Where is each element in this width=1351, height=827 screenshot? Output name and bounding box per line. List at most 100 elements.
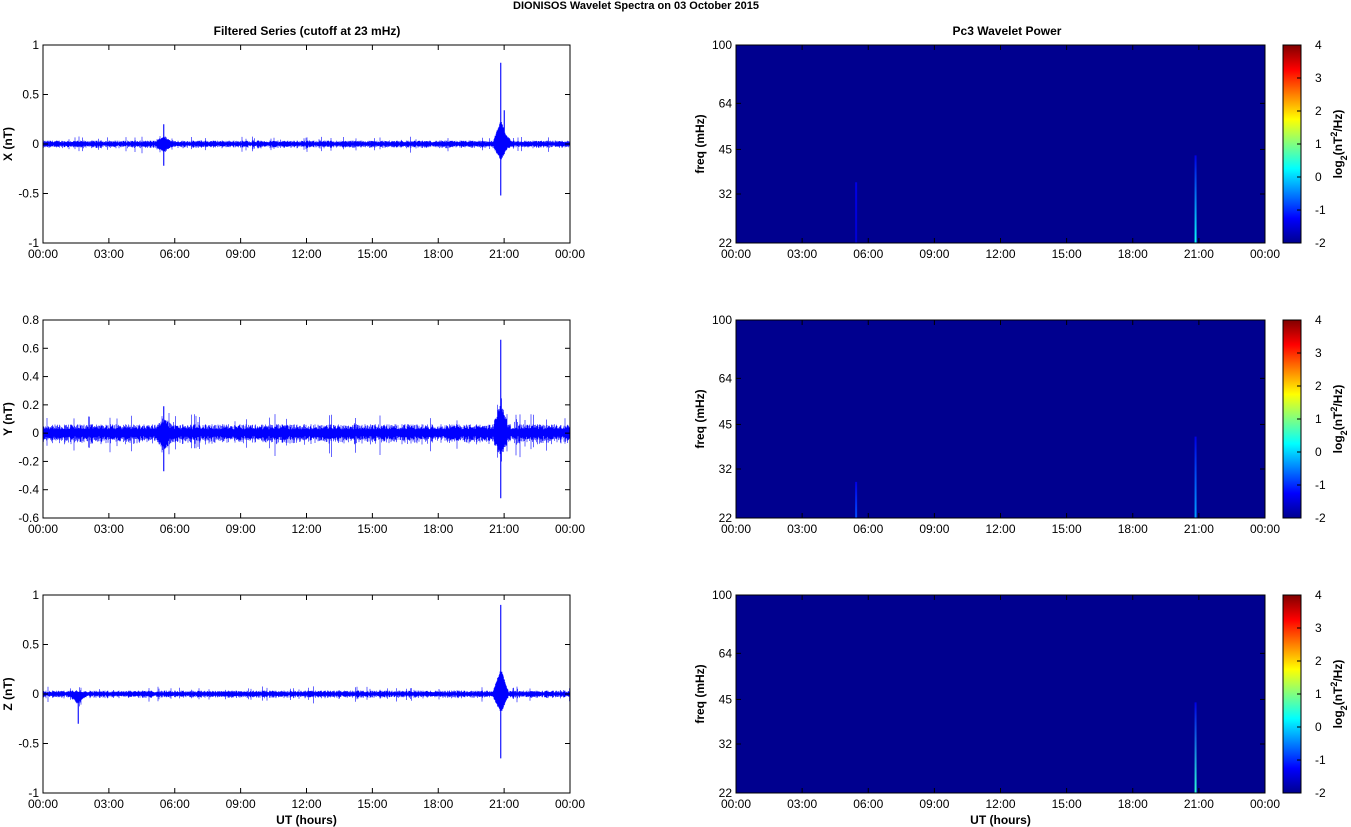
colorbar-tick-label: -2 [1315, 511, 1326, 525]
power-feature [1194, 155, 1197, 243]
x-tick-label: 03:00 [787, 797, 817, 811]
x-tick-label: 18:00 [1118, 797, 1148, 811]
x-tick-label: 21:00 [489, 247, 519, 261]
y-tick-label: 64 [719, 646, 733, 660]
x-tick-label: 21:00 [1184, 247, 1214, 261]
x-tick-label: 15:00 [357, 797, 387, 811]
colorbar-tick-label: 4 [1315, 313, 1322, 327]
x-tick-label: 00:00 [28, 247, 58, 261]
y-tick-label: 0.2 [22, 398, 39, 412]
x-tick-label: 18:00 [1118, 522, 1148, 536]
x-tick-label: 15:00 [1052, 797, 1082, 811]
colorbar-label-part: log [1331, 710, 1345, 728]
colorbar-tick-label: 0 [1315, 170, 1322, 184]
x-tick-label: 18:00 [423, 797, 453, 811]
y-tick-label: 22 [719, 786, 733, 800]
y-tick-label: 100 [712, 313, 732, 327]
x-tick-label: 18:00 [1118, 247, 1148, 261]
colorbar-tick-label: 0 [1315, 720, 1322, 734]
x-tick-label: 00:00 [1250, 522, 1280, 536]
y-tick-label: -0.2 [18, 454, 39, 468]
figure-title: DIONISOS Wavelet Spectra on 03 October 2… [513, 0, 759, 12]
x-tick-label: 09:00 [919, 522, 949, 536]
y-tick-label: -1 [28, 786, 39, 800]
colorbar-label-part: /Hz) [1331, 660, 1345, 682]
y-tick-label: 32 [719, 187, 733, 201]
x-tick-label: 21:00 [1184, 522, 1214, 536]
colorbar-tick-label: 1 [1315, 412, 1322, 426]
colorbar-tick-label: 2 [1315, 654, 1322, 668]
x-tick-label: 09:00 [919, 797, 949, 811]
x-tick-label: 15:00 [357, 247, 387, 261]
y-tick-label: 0.6 [22, 341, 39, 355]
colorbar-tick-label: 3 [1315, 71, 1322, 85]
y-tick-label: -0.4 [18, 483, 39, 497]
x-tick-label: 12:00 [985, 247, 1015, 261]
y-tick-label: 64 [719, 96, 733, 110]
x-tick-label: 06:00 [853, 797, 883, 811]
y-tick-label: 0.5 [22, 88, 39, 102]
x-tick-label: 03:00 [94, 247, 124, 261]
trace-panel-x: -1 -0.5 0 0.5 1 00:00 03:00 06:00 09:00 12:00 15:0… [1, 38, 585, 261]
y-tick-label: 22 [719, 511, 733, 525]
x-tick-label: 00:00 [28, 522, 58, 536]
colorbar-label: log2(nT2/Hz) [1329, 660, 1349, 729]
x-tick-label: 12:00 [985, 522, 1015, 536]
x-tick-label: 03:00 [787, 247, 817, 261]
colorbar-tick-label: 2 [1315, 379, 1322, 393]
colorbar-label-part: 2 [1329, 132, 1339, 137]
colorbar-tick-label: -1 [1315, 478, 1326, 492]
y-tick-label: 1 [32, 38, 39, 52]
colorbar-tick-label: -2 [1315, 236, 1326, 250]
colorbar-tick-label: -1 [1315, 203, 1326, 217]
y-tick-label: -0.5 [18, 187, 39, 201]
x-tick-label: 18:00 [423, 247, 453, 261]
colorbar-label-part: 2 [1339, 430, 1349, 435]
y-axis-label: freq (mHz) [693, 114, 707, 173]
x-tick-label: 00:00 [1250, 247, 1280, 261]
y-tick-label: 45 [719, 417, 733, 431]
y-tick-label: 64 [719, 371, 733, 385]
x-tick-label: 00:00 [721, 247, 751, 261]
power-feature [1194, 702, 1197, 793]
colorbar-tick-label: 3 [1315, 346, 1322, 360]
colorbar-label-part: (nT [1331, 136, 1345, 155]
y-tick-label: -1 [28, 236, 39, 250]
colorbar-tick-label: 1 [1315, 137, 1322, 151]
x-tick-label: 03:00 [94, 522, 124, 536]
x-tick-label: 12:00 [291, 247, 321, 261]
x-tick-label: 09:00 [226, 522, 256, 536]
x-tick-label: 15:00 [357, 522, 387, 536]
x-tick-label: 15:00 [1052, 247, 1082, 261]
y-axis-label: X (nT) [1, 127, 15, 161]
power-feature [1194, 436, 1197, 518]
y-tick-label: -0.6 [18, 511, 39, 525]
plot-area [43, 320, 570, 518]
y-tick-label: 32 [719, 737, 733, 751]
power-background [736, 45, 1265, 243]
colorbar-label-part: log [1331, 160, 1345, 178]
x-tick-label: 00:00 [28, 797, 58, 811]
y-tick-label: 45 [719, 692, 733, 706]
colorbar-label-part: /Hz) [1331, 385, 1345, 407]
y-tick-label: 0.8 [22, 313, 39, 327]
colorbar-label-part: 2 [1339, 155, 1349, 160]
x-tick-label: 06:00 [853, 522, 883, 536]
colorbar-label-part: (nT [1331, 411, 1345, 430]
colorbar-tick-label: 1 [1315, 687, 1322, 701]
x-tick-label: 09:00 [226, 797, 256, 811]
y-axis-label: Z (nT) [1, 677, 15, 710]
power-background [736, 595, 1265, 793]
y-tick-label: 0.5 [22, 638, 39, 652]
colorbar-tick-label: 3 [1315, 621, 1322, 635]
x-tick-label: 12:00 [291, 522, 321, 536]
x-tick-label: 09:00 [919, 247, 949, 261]
colorbar-tick-label: 0 [1315, 445, 1322, 459]
x-tick-label: 00:00 [1250, 797, 1280, 811]
y-axis-label: freq (mHz) [693, 389, 707, 448]
x-tick-label: 06:00 [160, 522, 190, 536]
y-tick-label: 22 [719, 236, 733, 250]
x-tick-label: 21:00 [489, 797, 519, 811]
